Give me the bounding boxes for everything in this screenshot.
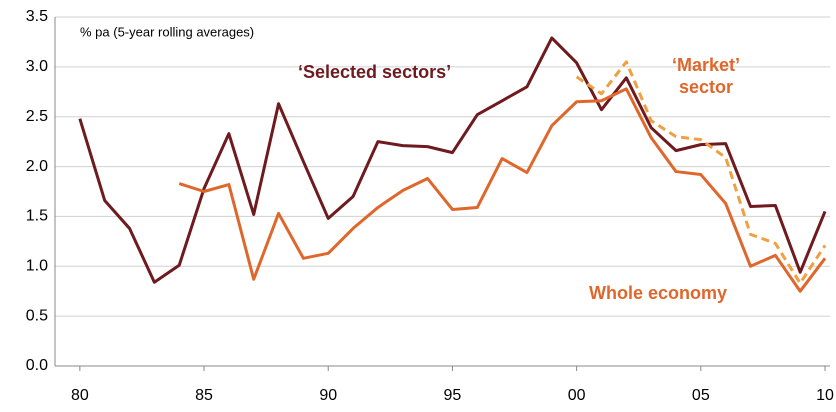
- y-tick-label: 2.0: [26, 158, 48, 175]
- x-tick-label: 95: [444, 387, 462, 404]
- y-tick-label: 1.5: [26, 208, 48, 225]
- series-line: [78, 36, 827, 284]
- x-tick-label: 85: [195, 387, 213, 404]
- x-tick-label: 00: [568, 387, 586, 404]
- subtitle: % pa (5-year rolling averages): [80, 24, 254, 39]
- series-label: Whole economy: [589, 283, 728, 303]
- y-tick-label: 0.0: [26, 357, 48, 374]
- x-tick-label: 80: [71, 387, 89, 404]
- series-label: ‘Selected sectors’: [298, 62, 452, 82]
- y-tick-label: 0.5: [26, 307, 48, 324]
- x-tick-label: 90: [319, 387, 337, 404]
- y-tick-label: 3.0: [26, 58, 48, 75]
- series-label: ‘Market’ sector: [671, 55, 741, 97]
- y-tick-label: 3.5: [26, 8, 48, 25]
- series-line: [575, 60, 827, 285]
- x-tick-label: 10: [816, 387, 834, 404]
- y-tick-label: 2.5: [26, 108, 48, 125]
- y-tick-label: 1.0: [26, 258, 48, 275]
- x-tick-label: 05: [692, 387, 710, 404]
- series-line: [178, 87, 827, 293]
